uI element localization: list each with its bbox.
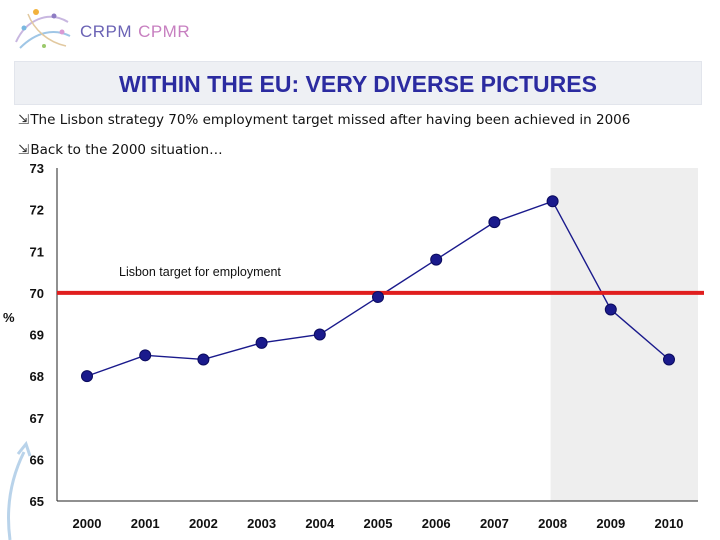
x-tick-label: 2004 — [305, 516, 335, 531]
data-point — [604, 303, 617, 316]
data-point — [313, 328, 326, 341]
title-banner: WITHIN THE EU: VERY DIVERSE PICTURES — [14, 61, 702, 105]
y-tick-label: 71 — [30, 244, 44, 259]
page-title: WITHIN THE EU: VERY DIVERSE PICTURES — [119, 71, 597, 97]
bullet-lisbon: ⇲The Lisbon strategy 70% employment targ… — [18, 112, 630, 128]
arrow-bullet-icon: ⇲ — [18, 142, 30, 158]
shaded-region — [550, 168, 698, 501]
y-tick-label: 70 — [30, 286, 44, 301]
bullet-back: ⇲Back to the 2000 situation… — [18, 142, 223, 158]
y-axis-label: % — [3, 310, 15, 325]
y-tick-label: 68 — [30, 369, 44, 384]
y-tick-label: 73 — [30, 161, 44, 176]
arrow-bullet-icon: ⇲ — [18, 112, 30, 128]
bullet-lisbon-text: The Lisbon strategy 70% employment targe… — [30, 112, 631, 128]
x-tick-label: 2005 — [364, 516, 393, 531]
y-tick-label: 65 — [30, 494, 44, 509]
x-tick-label: 2010 — [655, 516, 684, 531]
x-tick-label: 2001 — [131, 516, 160, 531]
data-point — [430, 253, 443, 266]
data-point — [255, 336, 268, 349]
decorative-arrow-icon — [7, 440, 32, 540]
data-point — [139, 349, 152, 362]
bullet-back-text: Back to the 2000 situation… — [30, 142, 223, 158]
cpmr-logo: CRPM CPMR — [8, 2, 190, 56]
logo-text-crpm: CRPM — [80, 22, 133, 41]
x-tick-label: 2002 — [189, 516, 218, 531]
data-point — [546, 195, 559, 208]
data-point — [488, 216, 501, 229]
x-tick-label: 2007 — [480, 516, 509, 531]
data-point — [372, 291, 384, 304]
employment-rate-chart: 65 66 67 68 69 70 71 72 73% 2000 2001 2002 2003 2004 2… — [3, 161, 704, 531]
data-point — [197, 353, 210, 366]
target-line-label: Lisbon target for employment — [119, 265, 281, 279]
x-tick-label: 2000 — [73, 516, 102, 531]
y-tick-label: 69 — [30, 328, 44, 343]
data-point — [663, 353, 675, 366]
star-swirl-logo-icon — [15, 9, 71, 49]
logo-text-cpmr: CPMR — [138, 22, 191, 41]
y-tick-label: 72 — [30, 203, 44, 218]
y-tick-label: 66 — [30, 452, 44, 467]
x-tick-label: 2006 — [422, 516, 451, 531]
x-tick-label: 2009 — [596, 516, 625, 531]
data-point — [81, 370, 93, 383]
y-tick-label: 67 — [30, 411, 44, 426]
x-tick-label: 2008 — [538, 516, 567, 531]
x-tick-label: 2003 — [247, 516, 276, 531]
